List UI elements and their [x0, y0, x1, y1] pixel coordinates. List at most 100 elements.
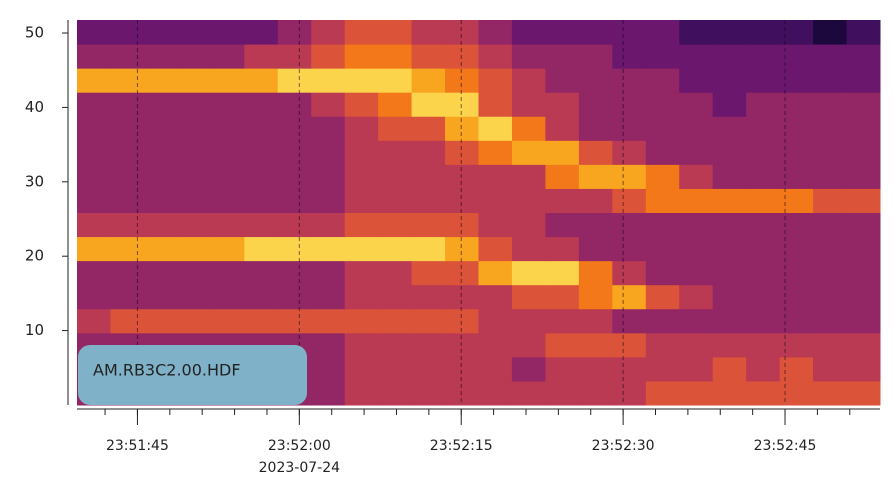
- cell: [411, 92, 446, 117]
- cell: [578, 92, 613, 117]
- cell: [344, 188, 379, 213]
- cell: [77, 188, 111, 213]
- cell: [846, 260, 881, 286]
- cell: [143, 20, 178, 45]
- cell: [311, 356, 346, 382]
- cell: [679, 140, 714, 165]
- cell: [244, 20, 279, 45]
- annotation: AM.RB3C2.00.HDF: [93, 361, 241, 380]
- cell: [813, 308, 848, 334]
- cell: [511, 260, 546, 286]
- cell: [712, 236, 747, 262]
- cell: [277, 140, 312, 165]
- cell: [712, 116, 747, 141]
- cell: [813, 356, 848, 382]
- cell: [478, 380, 513, 406]
- cell: [344, 68, 379, 93]
- cell: [177, 68, 212, 93]
- cell: [813, 236, 848, 262]
- cell: [612, 236, 647, 262]
- y-tick-label: 50: [25, 24, 44, 42]
- offset-label: 2023-07-24: [259, 460, 340, 476]
- cell: [578, 212, 613, 238]
- cell: [645, 380, 680, 406]
- cell: [177, 260, 212, 286]
- cell: [612, 92, 647, 117]
- cell: [612, 260, 647, 286]
- cell: [311, 332, 346, 358]
- cell: [746, 20, 781, 45]
- cell: [110, 236, 145, 262]
- cell: [645, 260, 680, 286]
- cell: [846, 68, 881, 93]
- cell: [645, 284, 680, 310]
- cell: [445, 44, 479, 69]
- cell: [612, 140, 647, 165]
- x-tick-label: 23:52:45: [754, 438, 817, 454]
- cell: [511, 164, 546, 189]
- cell: [545, 188, 580, 213]
- cell: [645, 332, 680, 358]
- cell: [110, 260, 145, 286]
- cell: [612, 284, 647, 310]
- cell: [210, 284, 245, 310]
- cell: [277, 116, 312, 141]
- cell: [612, 20, 647, 45]
- cell: [578, 188, 613, 213]
- cell: [411, 116, 446, 141]
- cell: [545, 356, 580, 382]
- cell: [244, 284, 279, 310]
- cell: [712, 212, 747, 238]
- cell: [311, 284, 346, 310]
- cell: [311, 236, 346, 262]
- cell: [378, 356, 413, 382]
- cell: [445, 380, 479, 406]
- cell: [846, 356, 881, 382]
- cell: [378, 164, 413, 189]
- cell: [478, 260, 513, 286]
- cell: [612, 308, 647, 334]
- cell: [612, 164, 647, 189]
- cell: [612, 188, 647, 213]
- cell: [578, 236, 613, 262]
- cell: [712, 164, 747, 189]
- cell: [813, 188, 848, 213]
- cell: [712, 284, 747, 310]
- cell: [110, 308, 145, 334]
- cell: [545, 44, 580, 69]
- cell: [177, 212, 212, 238]
- cell: [712, 68, 747, 93]
- cell: [545, 284, 580, 310]
- cell: [478, 164, 513, 189]
- cell: [746, 284, 781, 310]
- cell: [645, 68, 680, 93]
- y-tick-label: 10: [25, 321, 44, 339]
- cell: [645, 212, 680, 238]
- cell: [545, 212, 580, 238]
- cell: [311, 212, 346, 238]
- cell: [846, 140, 881, 165]
- cell: [177, 20, 212, 45]
- cell: [645, 236, 680, 262]
- cell: [344, 20, 379, 45]
- cell: [813, 20, 848, 45]
- cell: [846, 332, 881, 358]
- cell: [344, 236, 379, 262]
- cell: [311, 92, 346, 117]
- cell: [210, 308, 245, 334]
- cell: [813, 380, 848, 406]
- cell: [545, 68, 580, 93]
- cell: [712, 260, 747, 286]
- cell: [311, 116, 346, 141]
- cell: [210, 68, 245, 93]
- cell: [478, 20, 513, 45]
- cell: [210, 260, 245, 286]
- cell: [277, 212, 312, 238]
- cell: [578, 332, 613, 358]
- cell: [746, 212, 781, 238]
- cell: [110, 164, 145, 189]
- cell: [378, 236, 413, 262]
- cell: [478, 332, 513, 358]
- cell: [77, 284, 111, 310]
- cell: [210, 92, 245, 117]
